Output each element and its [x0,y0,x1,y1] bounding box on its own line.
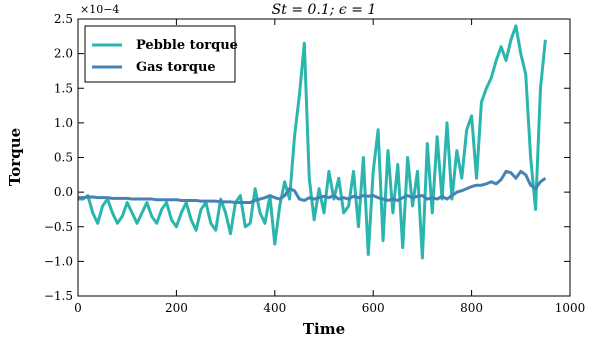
y-tick-label: 1.0 [54,116,73,130]
y-tick-label: −1.0 [44,254,73,268]
legend-label: Gas torque [136,60,216,75]
y-tick-label: −1.5 [44,289,73,303]
y-tick-label: 2.5 [54,12,73,26]
x-tick-label: 1000 [555,301,586,315]
y-tick-label: 1.5 [54,81,73,95]
y-tick-label: 2.0 [54,47,73,61]
x-tick-label: 400 [263,301,286,315]
y-axis-label: Torque [6,128,24,186]
x-tick-label: 200 [165,301,188,315]
y-tick-label: −0.5 [44,220,73,234]
plot-frame [77,18,571,297]
legend-label: Pebble torque [136,38,238,53]
chart-title: St = 0.1; ϵ = 1 [272,2,377,18]
y-offset-label: ×10−4 [80,3,119,16]
x-tick-label: 800 [460,301,483,315]
legend-box [84,25,236,83]
x-tick-label: 0 [74,301,82,315]
x-tick-label: 600 [362,301,385,315]
y-tick-label: 0.0 [54,185,73,199]
x-axis-label: Time [303,320,345,338]
line-series [78,169,547,205]
y-tick-label: 0.5 [54,151,73,165]
